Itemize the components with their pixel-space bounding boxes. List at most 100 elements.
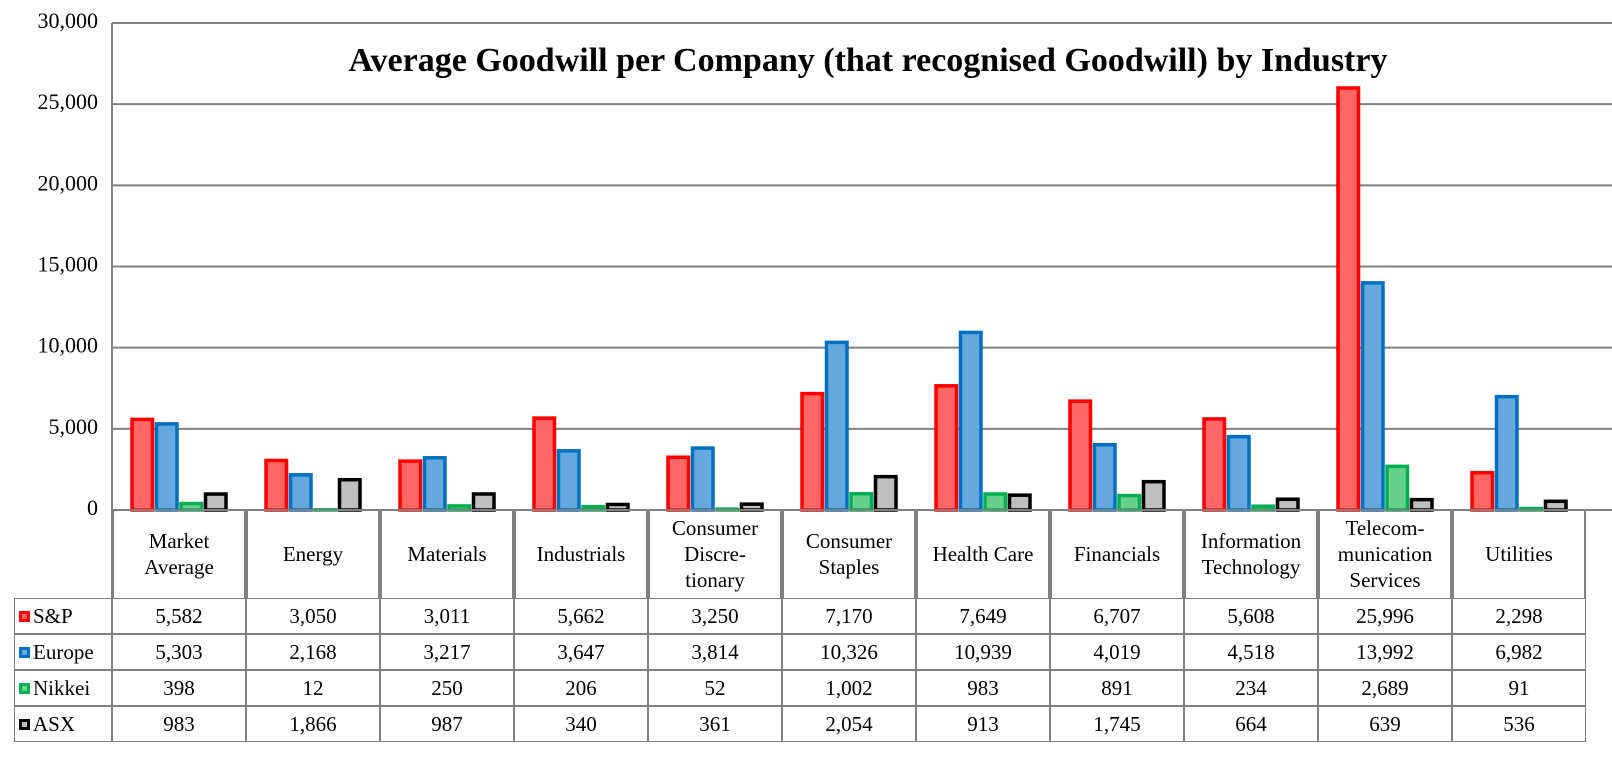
bar [983, 492, 1008, 512]
category-label: Consumer Staples [782, 510, 916, 598]
bar [690, 446, 715, 512]
bar [1092, 443, 1117, 512]
bar [824, 340, 849, 512]
legend-label: ASX [33, 712, 76, 736]
table-cell: 10,326 [782, 634, 916, 670]
table-cell: 3,250 [648, 598, 782, 634]
table-cell: 5,303 [112, 634, 246, 670]
bar [1007, 493, 1032, 512]
table-cell: 664 [1184, 706, 1318, 742]
bar [1141, 479, 1166, 512]
table-cell: 983 [112, 706, 246, 742]
bar [1117, 493, 1142, 512]
table-cell: 10,939 [916, 634, 1050, 670]
legend-key [19, 610, 30, 622]
category-label: Consumer Discre- tionary [648, 510, 782, 598]
table-cell: 5,662 [514, 598, 648, 634]
bar [398, 459, 423, 512]
table-cell: 3,050 [246, 598, 380, 634]
table-cell: 891 [1050, 670, 1184, 706]
category-label: Materials [380, 510, 514, 598]
y-tick-label: 30,000 [38, 8, 99, 33]
bar [1385, 464, 1410, 512]
table-cell: 2,298 [1452, 598, 1586, 634]
row-label: Nikkei [14, 670, 112, 706]
bar [873, 474, 898, 512]
row-label: S&P [14, 598, 112, 634]
table-cell: 52 [648, 670, 782, 706]
table-cell: 3,814 [648, 634, 782, 670]
category-label: Energy [246, 510, 380, 598]
bar [1068, 399, 1093, 512]
table-cell: 639 [1318, 706, 1452, 742]
bar [1360, 281, 1385, 512]
table-cell: 361 [648, 706, 782, 742]
table-cell: 206 [514, 670, 648, 706]
category-label: Financials [1050, 510, 1184, 598]
y-tick-label: 0 [87, 495, 98, 520]
category-label: Information Technology [1184, 510, 1318, 598]
table-cell: 2,689 [1318, 670, 1452, 706]
table-cell: 25,996 [1318, 598, 1452, 634]
table-cell: 398 [112, 670, 246, 706]
bar [1543, 499, 1568, 512]
legend-label: Europe [33, 640, 94, 664]
bar [1336, 86, 1361, 512]
legend-key [19, 718, 30, 730]
y-tick-label: 5,000 [49, 414, 99, 439]
bar [471, 492, 496, 512]
category-label: Telecom- munication Services [1318, 510, 1452, 598]
table-cell: 1,745 [1050, 706, 1184, 742]
table-cell: 13,992 [1318, 634, 1452, 670]
bar [958, 330, 983, 512]
table-cell: 234 [1184, 670, 1318, 706]
bar [1202, 417, 1227, 512]
table-cell: 12 [246, 670, 380, 706]
bar [532, 416, 557, 512]
row-label: Europe [14, 634, 112, 670]
bar [130, 417, 155, 512]
bar [288, 473, 313, 512]
table-cell: 983 [916, 670, 1050, 706]
table-cell: 6,982 [1452, 634, 1586, 670]
bar [422, 456, 447, 512]
y-tick-label: 10,000 [38, 333, 99, 358]
table-cell: 1,866 [246, 706, 380, 742]
legend-label: S&P [33, 604, 73, 628]
table-cell: 250 [380, 670, 514, 706]
table-cell: 3,647 [514, 634, 648, 670]
table-cell: 7,649 [916, 598, 1050, 634]
y-tick-label: 25,000 [38, 89, 99, 114]
bar [1494, 394, 1519, 512]
table-cell: 1,002 [782, 670, 916, 706]
table-cell: 4,019 [1050, 634, 1184, 670]
y-tick-label: 15,000 [38, 252, 99, 277]
bar [666, 455, 691, 512]
y-tick-label: 20,000 [38, 170, 99, 195]
bar [337, 477, 362, 512]
chart-title: Average Goodwill per Company (that recog… [349, 42, 1388, 79]
legend-label: Nikkei [33, 676, 91, 700]
bar [849, 491, 874, 512]
bar [800, 391, 825, 512]
table-cell: 913 [916, 706, 1050, 742]
bar [203, 492, 228, 512]
row-label: ASX [14, 706, 112, 742]
table-cell: 5,608 [1184, 598, 1318, 634]
bar [1409, 497, 1434, 512]
table-cell: 2,168 [246, 634, 380, 670]
category-label: Utilities [1452, 510, 1586, 598]
legend-key [19, 682, 30, 694]
category-label: Market Average [112, 510, 246, 598]
table-cell: 3,011 [380, 598, 514, 634]
bar [1275, 497, 1300, 512]
table-cell: 7,170 [782, 598, 916, 634]
bar [556, 449, 581, 512]
bar [154, 422, 179, 512]
bar [264, 458, 289, 512]
legend-key [19, 646, 30, 658]
category-label: Health Care [916, 510, 1050, 598]
table-cell: 6,707 [1050, 598, 1184, 634]
